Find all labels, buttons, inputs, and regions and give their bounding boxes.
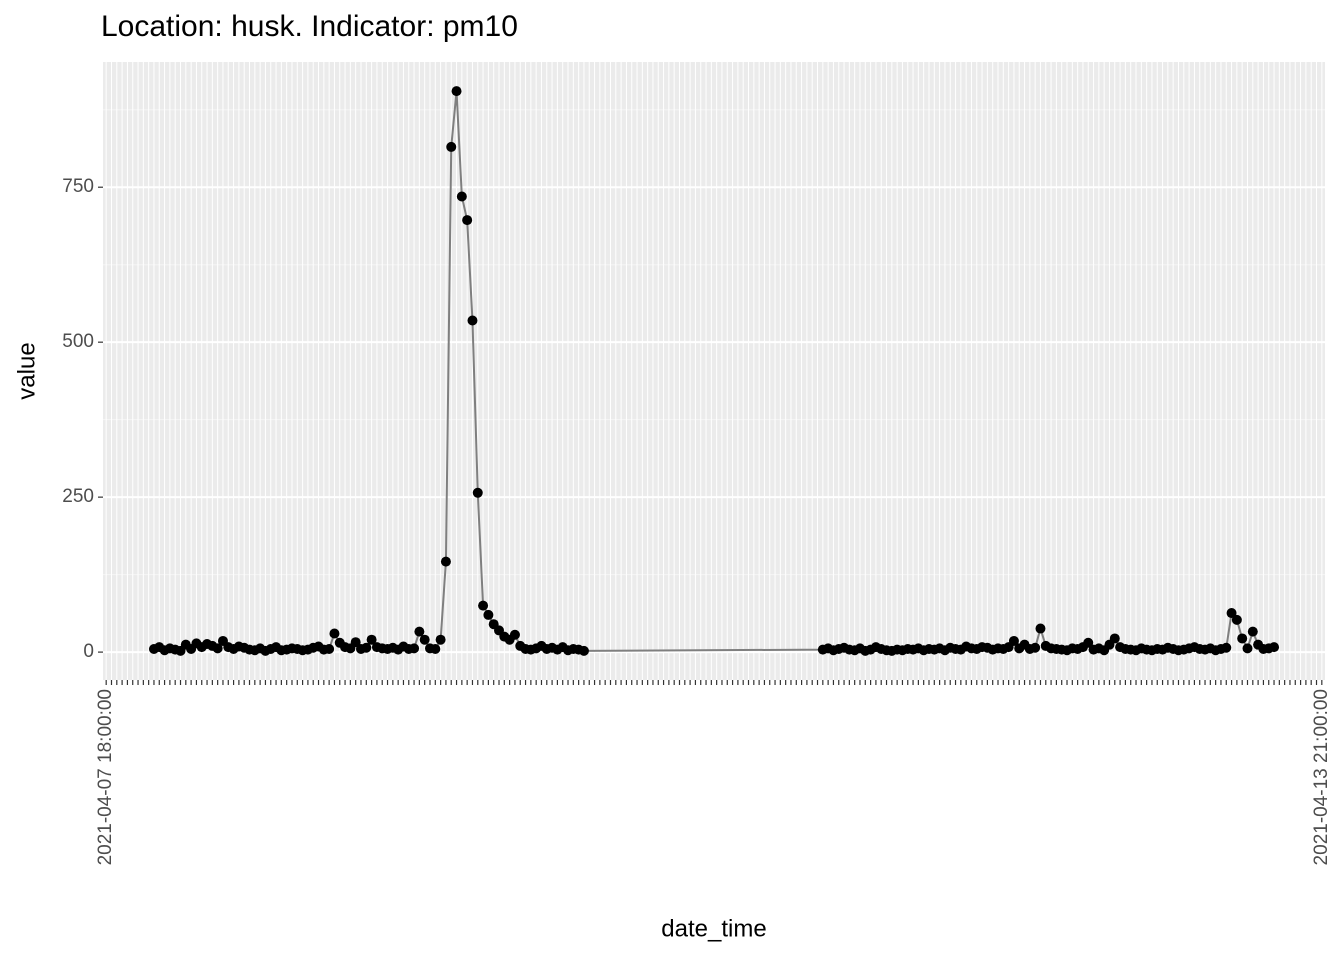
data-point: [1008, 635, 1019, 646]
y-tick-label: 250: [62, 486, 94, 507]
data-point: [1247, 626, 1258, 637]
y-tick-label: 500: [62, 331, 94, 352]
y-tick-label: 750: [62, 176, 94, 197]
data-point: [324, 644, 335, 655]
chart-title: Location: husk. Indicator: pm10: [101, 10, 518, 43]
y-tick-label: 0: [83, 641, 94, 662]
data-point: [456, 191, 467, 202]
data-point: [1109, 633, 1120, 644]
data-point: [467, 315, 478, 326]
data-point: [1083, 637, 1094, 648]
data-point: [366, 634, 377, 645]
data-point: [451, 86, 462, 97]
data-point: [1226, 608, 1237, 619]
data-point: [350, 637, 361, 648]
data-point: [435, 634, 446, 645]
data-point: [509, 629, 520, 640]
data-point: [409, 643, 420, 654]
data-point: [1221, 642, 1232, 653]
panel: [103, 62, 1325, 680]
data-point: [1242, 643, 1253, 654]
data-point: [419, 634, 430, 645]
data-point: [1231, 614, 1242, 625]
data-point: [462, 215, 473, 226]
data-point: [430, 644, 441, 655]
data-point: [578, 645, 589, 656]
data-point: [440, 556, 451, 567]
data-point: [478, 600, 489, 611]
x-axis-title: date_time: [661, 915, 766, 942]
x-tick-label: 2021-04-07 18:00:00: [95, 689, 116, 865]
data-point: [1030, 642, 1041, 653]
x-tick-label: 2021-04-13 21:00:00: [1311, 689, 1332, 865]
data-point: [329, 628, 340, 639]
data-point: [1269, 642, 1280, 653]
data-point: [446, 141, 457, 152]
data-point: [361, 642, 372, 653]
data-point: [414, 626, 425, 637]
data-point: [1237, 633, 1248, 644]
data-point: [472, 487, 483, 498]
data-point: [1035, 623, 1046, 634]
data-point: [212, 643, 223, 654]
y-axis-title: value: [13, 342, 40, 399]
data-point: [483, 609, 494, 620]
